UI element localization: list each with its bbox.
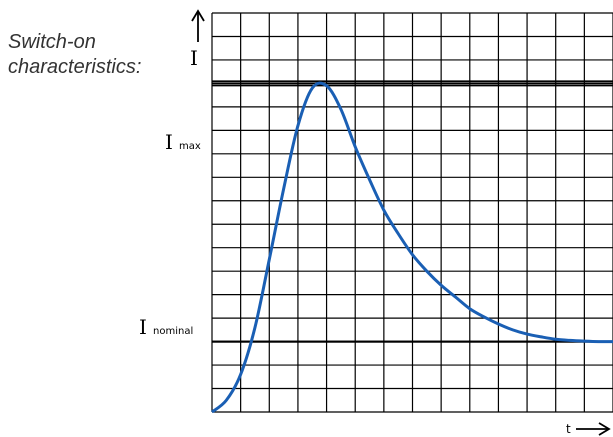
- reference-lines: [212, 80, 613, 343]
- ref-label-max-symbol: I: [165, 130, 173, 154]
- x-axis-label: t: [566, 422, 571, 436]
- y-axis-label: I: [190, 46, 198, 70]
- ref-label-max-subscript: max: [179, 141, 201, 152]
- ref-label-nominal: I nominal: [139, 315, 193, 339]
- caption-line-1: Switch-on: [8, 31, 96, 53]
- ref-label-nominal-symbol: I: [139, 315, 147, 339]
- switch-on-curve: [211, 81, 613, 414]
- ref-label-nominal-subscript: nominal: [153, 326, 193, 337]
- ref-label-max: I max: [165, 130, 201, 154]
- caption-line-2: characteristics:: [8, 56, 142, 78]
- x-axis-arrow: [576, 422, 611, 436]
- chart-caption: Switch-on characteristics:: [8, 30, 141, 80]
- y-axis-arrow: [191, 9, 205, 42]
- chart-grid: [211, 12, 613, 413]
